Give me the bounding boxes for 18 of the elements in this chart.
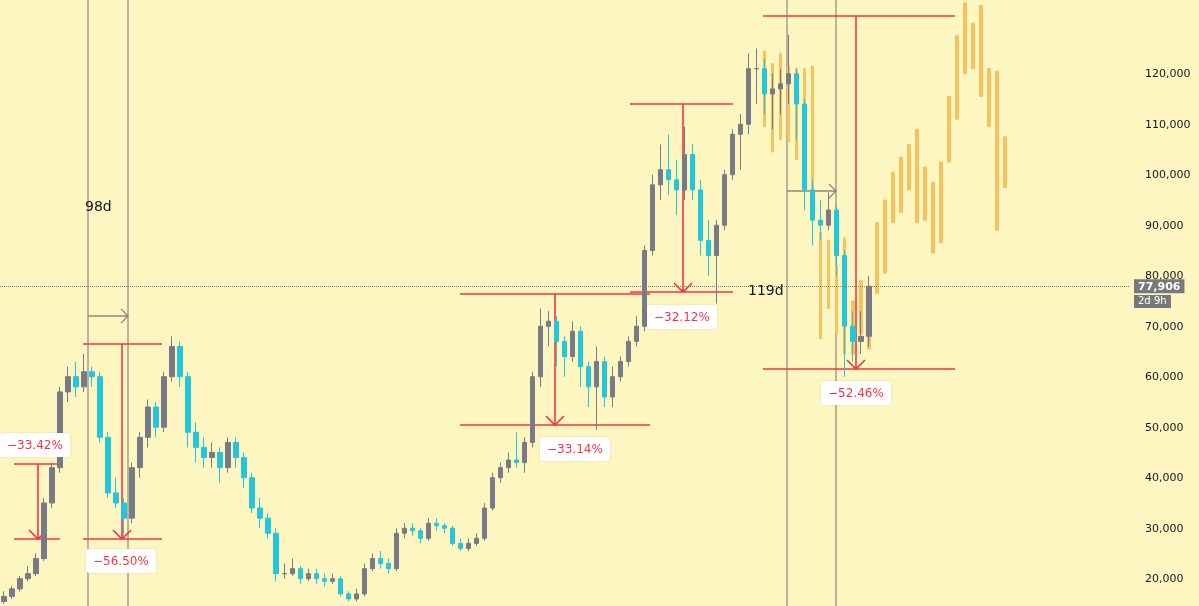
y-tick-label: 30,000 — [1145, 521, 1184, 535]
y-tick-label: 40,000 — [1145, 471, 1184, 485]
annotation: −52.46% — [821, 381, 891, 405]
y-tick-label: 50,000 — [1145, 420, 1184, 434]
annotation: 119d — [748, 282, 784, 298]
y-tick-label: 110,000 — [1145, 117, 1191, 131]
y-tick-label: 70,000 — [1145, 319, 1184, 333]
text: 2d 9h — [1134, 295, 1171, 308]
y-tick-label: 60,000 — [1145, 370, 1184, 384]
annotation: 98d — [85, 198, 112, 214]
y-tick-label: 100,000 — [1145, 168, 1191, 182]
annotation: −33.14% — [540, 437, 610, 461]
y-tick-label: 90,000 — [1145, 218, 1184, 232]
y-tick-label: 20,000 — [1145, 572, 1184, 586]
annotation: −32.12% — [647, 305, 717, 329]
y-tick-label: 120,000 — [1145, 67, 1191, 81]
annotation: −56.50% — [86, 549, 156, 573]
annotation: −33.42% — [0, 433, 70, 457]
